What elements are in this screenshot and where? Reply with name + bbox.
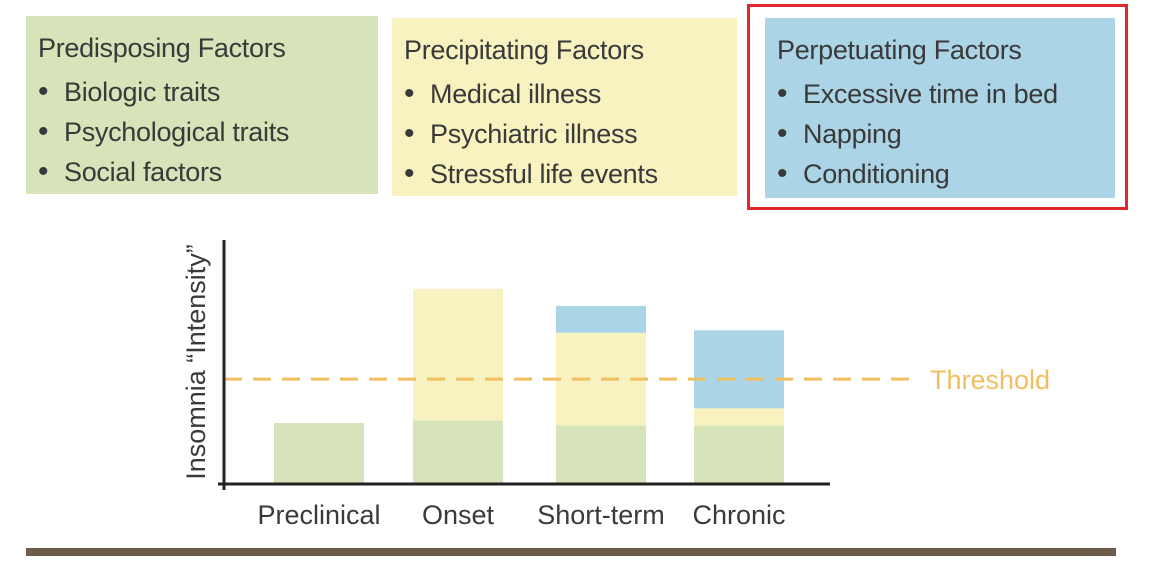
precipitating-factors-box: Precipitating Factors Medical illness Ps… — [392, 18, 737, 196]
perpetuating-item: Napping — [777, 114, 1103, 154]
bar-segment-predisposing — [694, 425, 784, 484]
x-tick-labels: Preclinical Onset Short-term Chronic — [257, 500, 785, 530]
predisposing-factors-box: Predisposing Factors Biologic traits Psy… — [26, 16, 378, 194]
highlight-frame — [747, 4, 1128, 210]
bar-segment-perpetuating — [694, 330, 784, 409]
chart-bars — [274, 288, 784, 484]
perpetuating-list: Excessive time in bed Napping Conditioni… — [777, 74, 1103, 194]
perpetuating-item: Conditioning — [777, 154, 1103, 194]
x-tick-label: Preclinical — [257, 500, 380, 530]
bar-segment-predisposing — [413, 420, 503, 484]
insomnia-chart: Threshold Insomnia “Intensity” Preclinic… — [181, 240, 1050, 530]
perpetuating-factors-box: Perpetuating Factors Excessive time in b… — [765, 18, 1115, 198]
bar-segment-precipitating — [694, 408, 784, 426]
threshold-label: Threshold — [930, 365, 1050, 395]
bar-segment-predisposing — [556, 425, 646, 484]
precipitating-item: Medical illness — [404, 74, 725, 114]
predisposing-item: Psychological traits — [38, 112, 366, 152]
precipitating-title: Precipitating Factors — [404, 35, 644, 65]
predisposing-list: Biologic traits Psychological traits Soc… — [38, 72, 366, 192]
bottom-rule — [26, 548, 1116, 556]
predisposing-title: Predisposing Factors — [38, 33, 286, 63]
predisposing-item: Social factors — [38, 152, 366, 192]
bar-segment-precipitating — [413, 288, 503, 421]
x-tick-label: Chronic — [692, 500, 785, 530]
perpetuating-title: Perpetuating Factors — [777, 35, 1022, 65]
bar-segment-perpetuating — [556, 305, 646, 333]
perpetuating-item: Excessive time in bed — [777, 74, 1103, 114]
y-axis-label: Insomnia “Intensity” — [181, 244, 211, 480]
predisposing-item: Biologic traits — [38, 72, 366, 112]
bar-segment-predisposing — [274, 423, 364, 484]
x-tick-label: Onset — [422, 500, 495, 530]
precipitating-item: Psychiatric illness — [404, 114, 725, 154]
x-tick-label: Short-term — [537, 500, 665, 530]
precipitating-list: Medical illness Psychiatric illness Stre… — [404, 74, 725, 194]
precipitating-item: Stressful life events — [404, 154, 725, 194]
